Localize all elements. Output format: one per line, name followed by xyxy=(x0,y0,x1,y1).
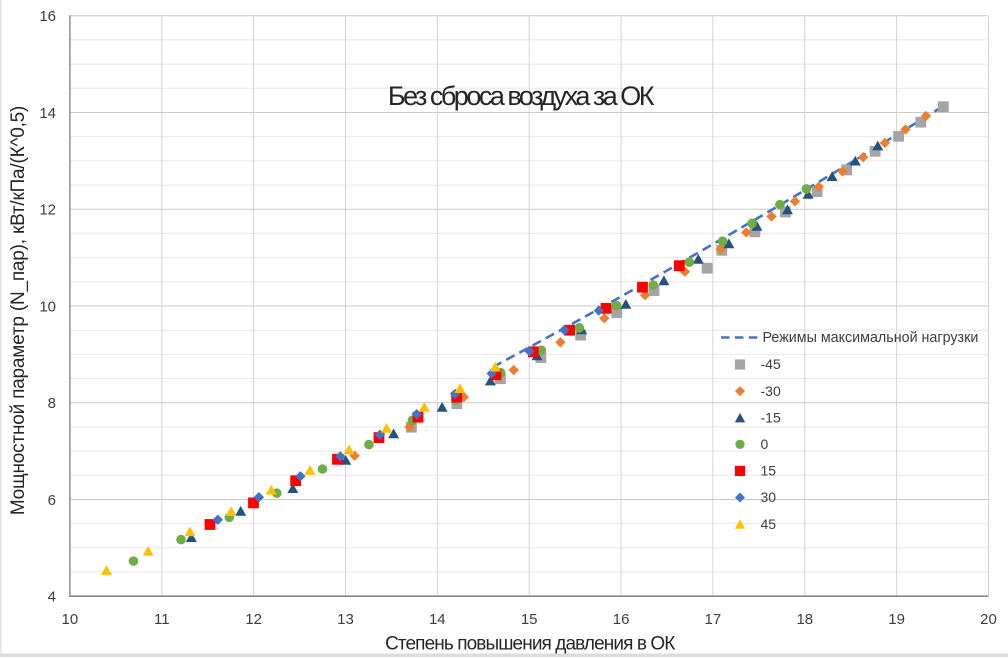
svg-text:12: 12 xyxy=(39,202,56,219)
svg-text:8: 8 xyxy=(48,395,56,412)
svg-text:Степень повышения давления в О: Степень повышения давления в ОК xyxy=(385,633,675,654)
svg-text:Без сброса воздуха за ОК: Без сброса воздуха за ОК xyxy=(388,81,655,111)
svg-text:20: 20 xyxy=(980,611,997,628)
svg-text:12: 12 xyxy=(245,611,262,628)
svg-text:6: 6 xyxy=(48,492,56,509)
svg-text:4: 4 xyxy=(48,589,56,606)
svg-text:14: 14 xyxy=(39,105,56,122)
svg-text:-45: -45 xyxy=(761,356,781,372)
svg-text:10: 10 xyxy=(39,298,56,315)
svg-text:19: 19 xyxy=(888,611,905,628)
svg-text:15: 15 xyxy=(761,463,777,479)
svg-text:10: 10 xyxy=(62,611,79,628)
svg-text:13: 13 xyxy=(337,611,354,628)
svg-text:16: 16 xyxy=(613,611,630,628)
svg-text:Режимы максимальной нагрузки: Режимы максимальной нагрузки xyxy=(763,330,979,346)
svg-text:0: 0 xyxy=(761,436,769,452)
svg-text:-15: -15 xyxy=(761,409,781,425)
svg-text:11: 11 xyxy=(154,611,170,628)
svg-text:14: 14 xyxy=(429,611,446,628)
svg-text:16: 16 xyxy=(39,8,56,25)
svg-text:15: 15 xyxy=(521,611,538,628)
svg-text:17: 17 xyxy=(705,611,722,628)
svg-text:30: 30 xyxy=(761,489,777,505)
svg-text:Мощностной параметр (N_пар), к: Мощностной параметр (N_пар), кВт/кПа/(К^… xyxy=(8,106,29,515)
svg-text:-30: -30 xyxy=(761,383,781,399)
svg-text:18: 18 xyxy=(796,611,813,628)
svg-text:45: 45 xyxy=(761,516,777,532)
